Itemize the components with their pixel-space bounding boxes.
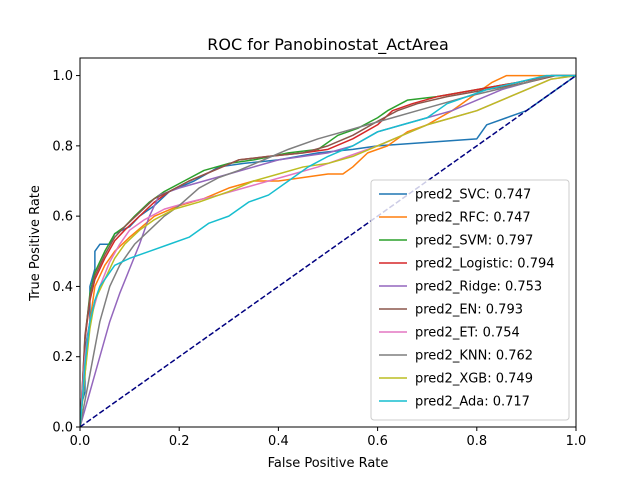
x-tick-label-3: 0.6 [367,434,388,449]
x-tick-label-4: 0.8 [466,434,487,449]
x-tick-label-5: 1.0 [566,434,587,449]
axes-frame [79,57,577,428]
chart-title: ROC for Panobinostat_ActArea [207,35,449,55]
y-tick-label-4: 0.8 [52,139,73,154]
legend-entry-10: pred2_Ada: 0.717 [415,395,530,410]
chance-diagonal-line [80,74,576,427]
series-line-5 [80,74,576,427]
legend-entry-2: pred2_RFC: 0.747 [415,211,531,226]
legend-entry-7: pred2_ET: 0.754 [415,326,520,341]
y-tick-label-0: 0.0 [52,421,73,436]
legend-entry-6: pred2_EN: 0.793 [415,303,523,318]
y-axis-label: True Positive Rate [28,185,43,302]
legend-entry-3: pred2_SVM: 0.797 [415,234,533,249]
x-axis-label: False Positive Rate [268,456,389,471]
x-tick-label-0: 0.0 [70,434,91,449]
legend-entry-1: pred2_SVC: 0.747 [415,188,531,203]
y-tick-label-1: 0.2 [52,350,73,365]
legend-entry-8: pred2_KNN: 0.762 [415,349,533,364]
x-tick-label-2: 0.4 [268,434,289,449]
legend-box [370,179,570,421]
legend-entry-4: pred2_Logistic: 0.794 [415,257,555,272]
legend: pred2_SVC: 0.747 pred2_RFC: 0.747 pred2_SV… [370,179,570,421]
y-tick-label-3: 0.6 [52,210,73,225]
series-line-10 [80,74,576,427]
series-line-6 [80,74,576,427]
legend-entry-5: pred2_Ridge: 0.753 [415,280,542,295]
x-tick-label-1: 0.2 [169,434,190,449]
plot-area: 0.0 0.2 0.4 0.6 0.8 1.0 0.0 0.2 0.4 0.6 0.8 1.0 [52,57,587,449]
y-tick-label-2: 0.4 [52,280,73,295]
series-lines [80,74,576,427]
y-tick-label-5: 1.0 [52,69,73,84]
legend-entry-9: pred2_XGB: 0.749 [415,372,533,387]
